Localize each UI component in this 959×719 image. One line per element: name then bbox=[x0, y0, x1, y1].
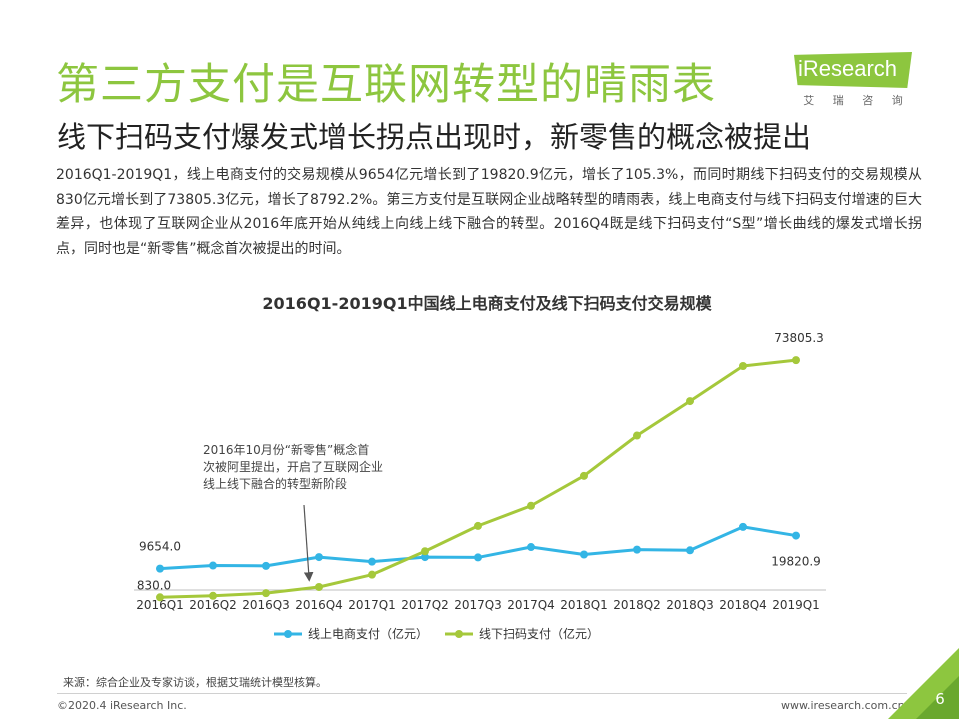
x-tick-label: 2018Q2 bbox=[613, 598, 661, 612]
x-tick-label: 2017Q4 bbox=[507, 598, 555, 612]
annotation-arrow bbox=[303, 504, 314, 582]
logo-subtext: 艾 瑞 咨 询 bbox=[794, 92, 912, 108]
copyright: ©2020.4 iResearch Inc. bbox=[57, 699, 187, 712]
logo-sub-char: 艾 bbox=[803, 94, 815, 107]
x-tick-label: 2018Q1 bbox=[560, 598, 608, 612]
data-point bbox=[792, 531, 800, 540]
x-tick-label: 2019Q1 bbox=[772, 598, 820, 612]
x-tick-label: 2018Q4 bbox=[719, 598, 767, 612]
page-title: 第三方支付是互联网转型的晴雨表 bbox=[56, 60, 716, 110]
page-number: 6 bbox=[935, 690, 945, 708]
legend-label: 线下扫码支付（亿元） bbox=[479, 626, 599, 641]
chart-legend: 线上电商支付（亿元） 线下扫码支付（亿元） bbox=[274, 626, 599, 641]
data-point bbox=[633, 431, 641, 440]
x-tick-label: 2017Q3 bbox=[454, 598, 502, 612]
data-point bbox=[368, 557, 376, 566]
data-label: 830.0 bbox=[137, 578, 171, 592]
annotation: 2016年10月份“新零售”概念首次被阿里提出，开启了互联网企业线上线下融合的转… bbox=[203, 442, 383, 582]
data-point bbox=[209, 591, 217, 600]
data-point bbox=[527, 501, 535, 510]
legend-marker bbox=[284, 630, 292, 638]
data-point bbox=[633, 545, 641, 554]
data-point bbox=[315, 583, 323, 591]
data-point bbox=[368, 570, 376, 579]
data-point bbox=[421, 553, 429, 562]
logo-text: iResearch bbox=[798, 56, 898, 81]
data-point bbox=[262, 561, 270, 570]
x-tick-label: 2016Q1 bbox=[136, 598, 184, 612]
x-tick-label: 2017Q2 bbox=[401, 598, 449, 612]
data-point bbox=[686, 397, 694, 406]
x-tick-label: 2017Q1 bbox=[348, 598, 396, 612]
series-line bbox=[159, 525, 797, 571]
data-point bbox=[209, 561, 217, 570]
data-point bbox=[580, 550, 588, 559]
body-paragraph: 2016Q1-2019Q1，线上电商支付的交易规模从9654亿元增长到了1982… bbox=[56, 167, 922, 257]
x-tick-label: 2016Q2 bbox=[189, 598, 237, 612]
legend-label: 线上电商支付（亿元） bbox=[308, 626, 428, 641]
data-label: 9654.0 bbox=[139, 540, 181, 554]
data-point bbox=[739, 522, 747, 531]
iresearch-logo: iResearch 艾 瑞 咨 询 bbox=[786, 52, 916, 112]
logo-sub-char: 瑞 bbox=[832, 94, 844, 107]
x-tick-label: 2018Q3 bbox=[666, 598, 714, 612]
annotation-text: 次被阿里提出，开启了互联网企业 bbox=[203, 459, 383, 474]
legend-marker bbox=[455, 630, 463, 638]
data-point bbox=[315, 553, 323, 562]
x-axis-ticks: 2016Q1 2016Q2 2016Q3 2016Q4 2017Q1 2017Q2 2017… bbox=[136, 598, 820, 612]
x-tick-label: 2016Q3 bbox=[242, 598, 290, 612]
logo-sub-char: 询 bbox=[891, 94, 903, 107]
data-point bbox=[474, 521, 482, 530]
data-point bbox=[580, 471, 588, 480]
data-point bbox=[474, 553, 482, 562]
data-point bbox=[156, 593, 164, 602]
data-point bbox=[262, 589, 270, 598]
source-note: 来源：综合企业及专家访谈，根据艾瑞统计模型核算。 bbox=[63, 676, 327, 689]
data-label: 73805.3 bbox=[774, 331, 824, 345]
x-tick-label: 2016Q4 bbox=[295, 598, 343, 612]
footer-divider bbox=[57, 693, 907, 694]
data-point bbox=[792, 356, 800, 365]
annotation-text: 2016年10月份“新零售”概念首 bbox=[203, 442, 369, 457]
logo-sub-char: 咨 bbox=[862, 94, 874, 107]
data-label: 19820.9 bbox=[771, 555, 821, 569]
website-link[interactable]: www.iresearch.com.cn bbox=[781, 699, 905, 712]
data-point bbox=[527, 543, 535, 552]
data-point bbox=[156, 564, 164, 573]
annotation-text: 线上线下融合的转型新阶段 bbox=[203, 476, 347, 491]
chart-title: 2016Q1-2019Q1中国线上电商支付及线下扫码支付交易规模 bbox=[262, 294, 712, 313]
series-layer: 9654.0 19820.9 830.0 73805.3 bbox=[137, 331, 824, 602]
logo-badge bbox=[794, 52, 912, 88]
page-subtitle: 线下扫码支付爆发式增长拐点出现时，新零售的概念被提出 bbox=[57, 120, 812, 154]
data-point bbox=[739, 362, 747, 370]
data-point bbox=[421, 547, 429, 556]
data-point bbox=[686, 546, 694, 555]
